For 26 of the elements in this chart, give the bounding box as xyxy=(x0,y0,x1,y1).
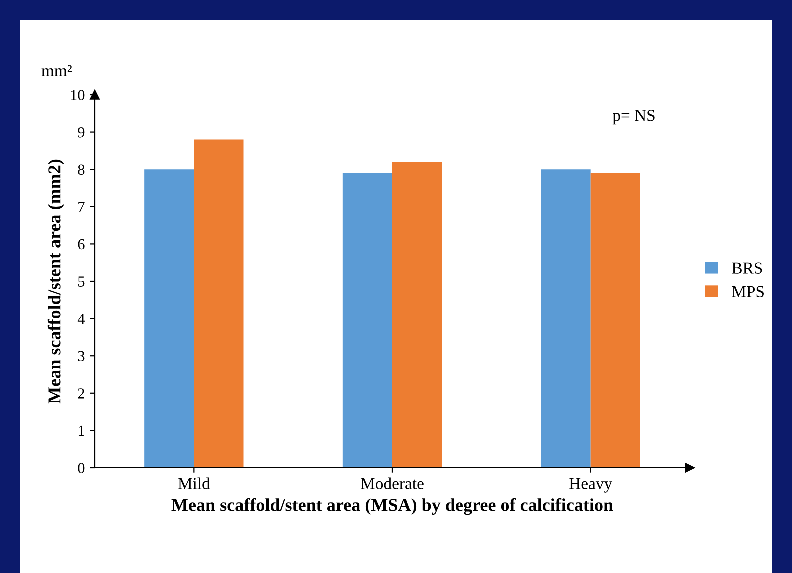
legend-label: MPS xyxy=(732,286,764,298)
y-tick-label: 0 xyxy=(78,463,85,474)
y-tick-label: 10 xyxy=(71,90,85,100)
y-tick-label: 8 xyxy=(78,164,85,176)
bar xyxy=(392,162,442,468)
y-tick-label: 5 xyxy=(78,276,85,287)
bar xyxy=(144,170,194,468)
text: mm² xyxy=(42,65,72,76)
legend-label: BRS xyxy=(732,262,762,274)
annotation: p= NS xyxy=(612,110,655,125)
x-tick-label: Heavy xyxy=(570,478,613,493)
y-tick-label: 6 xyxy=(78,239,85,250)
y-tick-label: 2 xyxy=(78,388,84,399)
y-tick-label: 4 xyxy=(78,314,86,324)
bar xyxy=(342,173,392,468)
y-tick-label: 9 xyxy=(78,127,85,138)
y-tick-label: 1 xyxy=(78,426,84,436)
bar xyxy=(590,173,640,468)
bar xyxy=(194,140,244,468)
x-tick-label: Mild xyxy=(178,478,210,490)
y-tick-label: 7 xyxy=(78,202,85,212)
x-tick-label: Moderate xyxy=(361,478,424,490)
bar xyxy=(541,170,591,468)
x-axis-title: Mean scaffold/stent area (MSA) by degree of calcification xyxy=(172,498,614,516)
y-tick-label: 3 xyxy=(78,351,85,362)
y-axis-title: Mean scaffold/stent area (mm2) xyxy=(48,160,64,404)
